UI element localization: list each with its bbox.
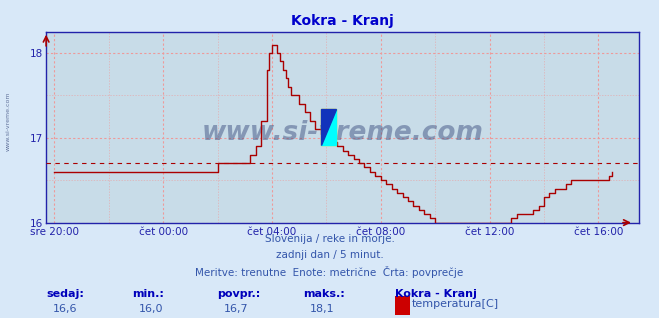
Text: 16,6: 16,6 xyxy=(53,304,77,314)
Text: Slovenija / reke in morje.: Slovenija / reke in morje. xyxy=(264,234,395,244)
Text: 18,1: 18,1 xyxy=(310,304,334,314)
Text: sedaj:: sedaj: xyxy=(46,289,84,299)
Text: 16,0: 16,0 xyxy=(138,304,163,314)
Title: Kokra - Kranj: Kokra - Kranj xyxy=(291,14,394,28)
Bar xyxy=(321,109,336,145)
Text: www.si-vreme.com: www.si-vreme.com xyxy=(5,91,11,151)
Text: Meritve: trenutne  Enote: metrične  Črta: povprečje: Meritve: trenutne Enote: metrične Črta: … xyxy=(195,266,464,278)
Text: zadnji dan / 5 minut.: zadnji dan / 5 minut. xyxy=(275,250,384,259)
Text: min.:: min.: xyxy=(132,289,163,299)
Text: www.si-vreme.com: www.si-vreme.com xyxy=(202,120,484,146)
Text: maks.:: maks.: xyxy=(303,289,345,299)
Text: 16,7: 16,7 xyxy=(224,304,248,314)
Text: temperatura[C]: temperatura[C] xyxy=(412,299,499,309)
Polygon shape xyxy=(321,109,336,145)
Polygon shape xyxy=(321,109,336,145)
Text: Kokra - Kranj: Kokra - Kranj xyxy=(395,289,477,299)
Text: povpr.:: povpr.: xyxy=(217,289,261,299)
